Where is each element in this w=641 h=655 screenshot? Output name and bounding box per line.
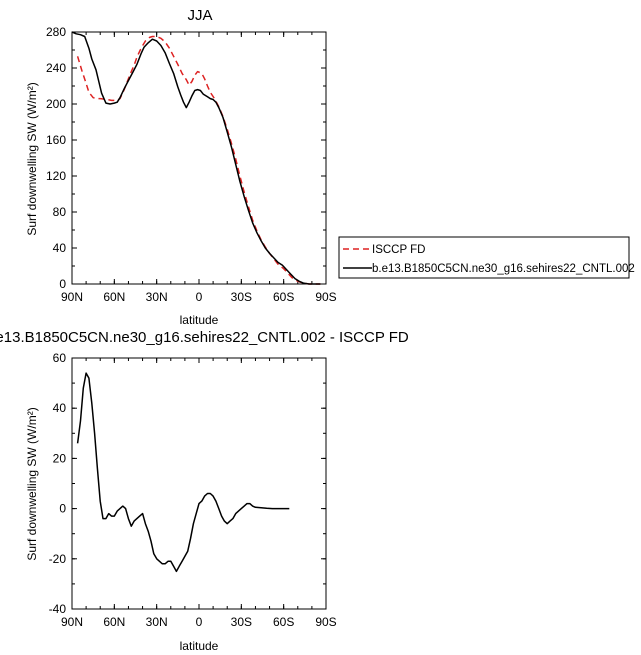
y-tick-label: 80: [53, 205, 67, 219]
x-tick-label: 30N: [146, 615, 168, 629]
y-tick-label: 20: [53, 451, 67, 465]
x-tick-label: 90N: [61, 615, 83, 629]
y-tick-label: 200: [46, 97, 66, 111]
x-tick-label: 60N: [103, 615, 125, 629]
x-tick-label: 60S: [273, 290, 294, 304]
x-tick-label: 0: [196, 290, 203, 304]
y-tick-label: 0: [59, 277, 66, 291]
x-tick-label: 90N: [61, 290, 83, 304]
y-tick-label: 280: [46, 25, 66, 39]
x-tick-label: 60S: [273, 615, 294, 629]
chart-title: JJA: [187, 7, 212, 24]
legend-box: [338, 236, 630, 279]
x-axis-label: latitude: [180, 639, 219, 653]
chart-title: .e13.B1850C5CN.ne30_g16.sehires22_CNTL.0…: [0, 329, 409, 346]
y-tick-label: 40: [53, 401, 67, 415]
y-tick-label: 160: [46, 133, 66, 147]
legend: ISCCP FD b.e13.B1850C5CN.ne30_g16.sehire…: [338, 236, 635, 279]
x-tick-label: 90S: [315, 290, 336, 304]
x-tick-label: 30S: [231, 290, 252, 304]
legend-label-model: b.e13.B1850C5CN.ne30_g16.sehires22_CNTL.…: [372, 263, 635, 275]
y-tick-label: 40: [53, 241, 67, 255]
top-panel: JJA Surf downwelling SW (W/m²) 90N 60N 30N…: [25, 7, 337, 304]
x-tick-label: 0: [196, 615, 203, 629]
x-tick-label: 90S: [315, 615, 336, 629]
x-axis-label: latitude: [180, 313, 219, 327]
x-tick-label: 30N: [146, 290, 168, 304]
y-tick-label: 0: [59, 502, 66, 516]
y-axis-label: Surf downwelling SW (W/m²): [25, 407, 39, 560]
legend-label-isccp: ISCCP FD: [372, 244, 425, 256]
plot-frame: [71, 31, 327, 285]
y-tick-label: -20: [49, 552, 67, 566]
y-tick-label: 60: [53, 351, 67, 365]
series-line-0: [76, 372, 290, 573]
y-tick-label: 240: [46, 61, 66, 75]
bottom-panel: .e13.B1850C5CN.ne30_g16.sehires22_CNTL.0…: [0, 329, 409, 653]
series-line-1: [71, 31, 321, 285]
series-line-0: [76, 35, 321, 285]
x-tick-label: 30S: [231, 615, 252, 629]
y-tick-label: 120: [46, 169, 66, 183]
y-axis-label: Surf downwelling SW (W/m²): [25, 82, 39, 235]
plot-frame: [71, 357, 327, 610]
y-tick-label: -40: [49, 602, 67, 616]
x-tick-label: 60N: [103, 290, 125, 304]
